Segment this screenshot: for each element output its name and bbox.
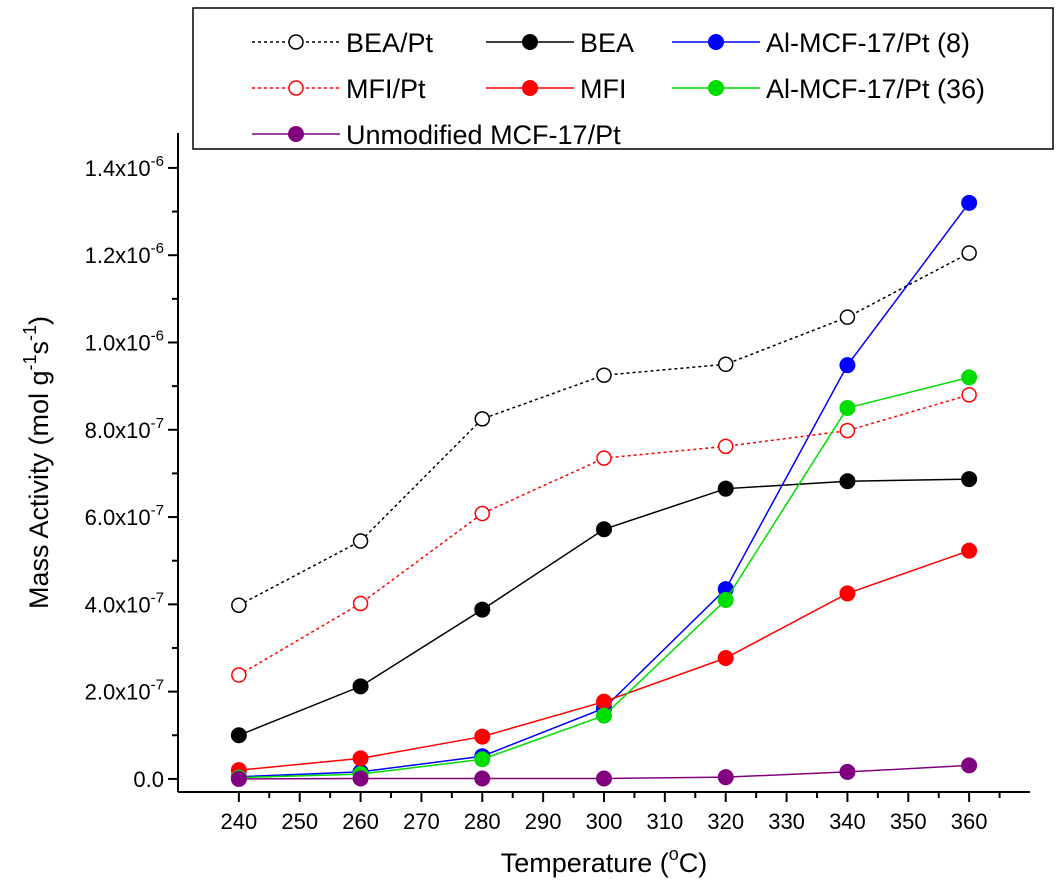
data-point — [717, 480, 734, 497]
legend-item: Unmodified MCF-17/Pt — [252, 120, 621, 150]
legend-item: BEA — [486, 28, 634, 58]
y-tick-label: 1.2x10-6 — [85, 240, 164, 268]
series-line — [238, 549, 970, 771]
data-point — [839, 422, 856, 439]
legend-marker — [708, 34, 724, 50]
y-tick-label: 2.0x10-7 — [85, 677, 164, 705]
data-point — [961, 471, 978, 488]
legend-marker — [288, 34, 304, 50]
data-point — [961, 387, 977, 403]
data-point — [596, 707, 612, 724]
data-point — [961, 194, 978, 211]
data-point — [352, 750, 369, 767]
data-point — [961, 245, 977, 261]
series-4 — [230, 542, 978, 779]
data-point — [474, 770, 491, 787]
data-point — [961, 757, 978, 774]
data-point — [231, 667, 247, 683]
data-point — [717, 591, 734, 608]
legend-label: MFI/Pt — [346, 74, 426, 104]
data-point — [596, 693, 612, 710]
data-point — [839, 473, 856, 490]
x-tick-label: 280 — [464, 809, 501, 834]
data-point — [839, 763, 856, 780]
series-3 — [231, 387, 977, 683]
x-tick-label: 340 — [829, 809, 866, 834]
x-tick-label: 310 — [646, 809, 683, 834]
series-layer — [230, 194, 978, 787]
data-point — [839, 309, 856, 325]
y-tick-label: 1.4x10-6 — [85, 153, 164, 181]
x-tick-label: 250 — [281, 809, 318, 834]
legend-marker — [288, 80, 304, 96]
data-point — [839, 585, 856, 602]
x-tick-label: 320 — [707, 809, 744, 834]
data-point — [474, 728, 491, 745]
data-point — [717, 438, 734, 455]
legend-item: MFI — [486, 74, 627, 104]
data-point — [352, 770, 369, 787]
y-tick-label: 0.0 — [133, 767, 164, 792]
x-tick-label: 300 — [586, 809, 623, 834]
legend-marker — [522, 80, 538, 96]
series-1 — [230, 471, 978, 744]
legend-label: MFI — [580, 74, 627, 104]
series-6 — [230, 757, 978, 787]
legend-label: BEA/Pt — [346, 28, 434, 58]
data-point — [352, 678, 369, 695]
data-point — [230, 770, 247, 787]
series-0 — [231, 245, 977, 613]
legend-label: Al-MCF-17/Pt (8) — [766, 28, 970, 58]
legend-item: BEA/Pt — [252, 28, 434, 58]
x-tick-label: 240 — [220, 809, 257, 834]
data-point — [596, 367, 612, 383]
data-point — [596, 521, 612, 538]
axes: 240 250 260 270 280 290 300 310 320 330 340 350 360 0… — [85, 133, 1030, 834]
legend-item: Al-MCF-17/Pt (8) — [672, 28, 970, 58]
x-axis-title: Temperature (oC) — [501, 844, 708, 878]
data-point — [474, 751, 491, 768]
x-tick-label: 330 — [768, 809, 805, 834]
legend: BEA/Pt BEA Al-MCF-17/Pt (8) MFI/Pt MFI Al-MCF… — [192, 7, 1054, 150]
data-point — [231, 597, 247, 613]
legend-label: Unmodified MCF-17/Pt — [346, 120, 621, 150]
x-tick-label: 350 — [890, 809, 927, 834]
legend-box — [192, 7, 1054, 150]
legend-item: Al-MCF-17/Pt (36) — [672, 74, 985, 104]
data-point — [839, 399, 856, 416]
x-tick-label: 290 — [525, 809, 562, 834]
data-point — [717, 769, 734, 786]
y-tick-label: 8.0x10-7 — [85, 415, 164, 443]
legend-label: BEA — [580, 28, 634, 58]
data-point — [839, 357, 856, 374]
data-point — [474, 411, 491, 427]
legend-marker — [288, 126, 304, 142]
series-line — [238, 252, 970, 606]
data-point — [961, 542, 978, 559]
y-tick-label: 1.0x10-6 — [85, 327, 164, 355]
legend-item: MFI/Pt — [252, 74, 426, 104]
data-point — [474, 505, 491, 522]
series-5 — [230, 369, 978, 786]
data-point — [961, 369, 978, 386]
y-tick-label: 4.0x10-7 — [85, 589, 164, 617]
y-axis-title: Mass Activity (mol g-1s-1) — [20, 316, 54, 609]
data-point — [474, 601, 491, 618]
legend-marker — [522, 34, 538, 50]
x-tick-label: 360 — [951, 809, 988, 834]
data-point — [717, 356, 734, 373]
x-tick-label: 260 — [342, 809, 379, 834]
legend-marker — [708, 80, 724, 96]
data-point — [230, 727, 247, 744]
legend-label: Al-MCF-17/Pt (36) — [766, 74, 985, 104]
data-point — [717, 650, 734, 667]
data-point — [596, 450, 612, 466]
data-point — [352, 533, 369, 549]
x-tick-label: 270 — [403, 809, 440, 834]
y-tick-label: 6.0x10-7 — [85, 502, 164, 530]
data-point — [352, 595, 369, 612]
data-point — [596, 770, 612, 787]
